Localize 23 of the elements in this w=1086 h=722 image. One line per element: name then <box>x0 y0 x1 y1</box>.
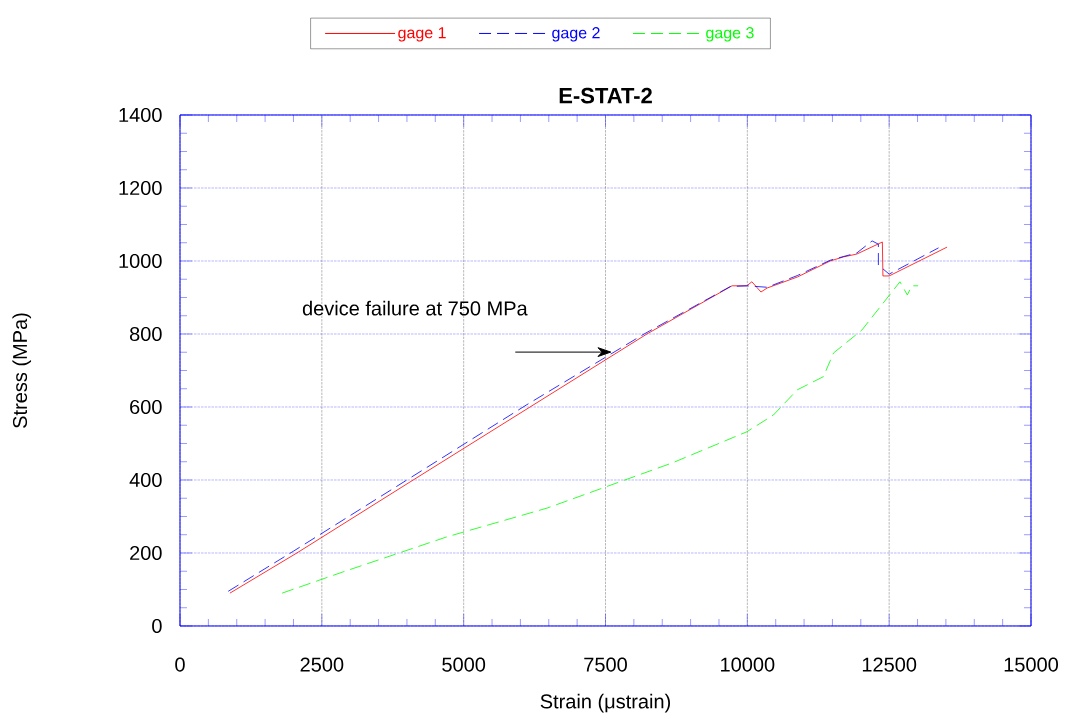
x-tick-label: 12500 <box>862 657 917 672</box>
line-series <box>281 281 919 594</box>
x-tick-label: 15000 <box>1004 657 1059 672</box>
y-tick-label: 1000 <box>119 253 162 269</box>
y-tick-label: 1200 <box>119 180 162 196</box>
y-tick-label: 1400 <box>119 107 162 123</box>
x-tick-label: 10000 <box>721 657 775 672</box>
y-tick-label: 800 <box>129 326 162 342</box>
x-tick-label: 7500 <box>584 657 627 672</box>
legend-label: gage 1 <box>398 27 446 42</box>
y-tick-label: 600 <box>130 399 162 415</box>
x-tick-label: 0 <box>175 657 185 672</box>
y-tick-label: 400 <box>129 472 162 488</box>
legend-label: gage 3 <box>706 27 754 42</box>
x-tick-label: 5000 <box>442 657 486 672</box>
legend-label: gage 2 <box>552 27 600 42</box>
x-axis-title: Strain (μstrain) <box>540 693 671 713</box>
y-tick-label: 0 <box>152 618 162 634</box>
y-axis-title: Stress (MPa) <box>12 313 32 428</box>
y-tick-label: 200 <box>130 545 162 561</box>
annotation: device failure at 750 MPa <box>302 300 528 316</box>
x-tick-label: 2500 <box>300 657 344 672</box>
chart-title: E-STAT-2 <box>559 87 652 104</box>
